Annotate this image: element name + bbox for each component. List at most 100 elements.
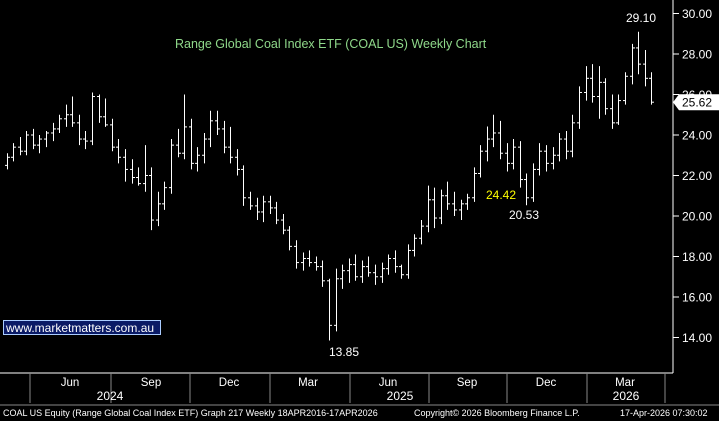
- ohlc-bar: [51, 122, 56, 142]
- ohlc-bar: [70, 96, 75, 127]
- ohlc-bar: [616, 94, 621, 125]
- y-tick-label: 24.00: [682, 129, 712, 143]
- x-tick-label: Mar: [615, 377, 635, 389]
- ohlc-bar: [116, 139, 121, 164]
- ohlc-bar: [426, 185, 431, 233]
- ohlc-bar: [432, 187, 437, 229]
- price-annotation: 13.85: [329, 345, 359, 359]
- ohlc-bar: [241, 165, 246, 206]
- ohlc-bar: [77, 114, 82, 146]
- ohlc-bar: [340, 264, 345, 289]
- ohlc-bar: [334, 268, 339, 332]
- ohlc-bar: [439, 189, 444, 225]
- footer-left: COAL US Equity (Range Global Coal Index …: [3, 408, 378, 418]
- ohlc-bar: [360, 260, 365, 283]
- ohlc-bar: [5, 153, 10, 170]
- ohlc-bar: [353, 254, 358, 281]
- ohlc-bar: [505, 143, 510, 172]
- ohlc-bar: [215, 110, 220, 135]
- ohlc-bar: [630, 43, 635, 85]
- ohlc-bar: [518, 141, 523, 188]
- ohlc-bar: [110, 118, 115, 152]
- ohlc-bar: [320, 260, 325, 287]
- ohlc-bar: [143, 145, 148, 192]
- ohlc-bar: [176, 128, 181, 158]
- ohlc-bar: [222, 120, 227, 154]
- ohlc-bar: [399, 264, 404, 279]
- ohlc-bar: [459, 199, 464, 221]
- x-tick-label: Dec: [536, 377, 557, 389]
- ohlc-bar: [544, 145, 549, 172]
- ohlc-bar: [255, 197, 260, 221]
- ohlc-bar: [103, 98, 108, 127]
- ohlc-bar: [478, 145, 483, 178]
- price-annotation: 20.53: [509, 208, 539, 222]
- y-tick-label: 16.00: [682, 291, 712, 305]
- ohlc-bar: [498, 120, 503, 160]
- ohlc-bar: [195, 147, 200, 172]
- ohlc-bar: [393, 250, 398, 273]
- ohlc-bar: [610, 94, 615, 129]
- ohlc-bar: [169, 139, 174, 194]
- ohlc-bar: [347, 258, 352, 283]
- ohlc-bar: [97, 94, 102, 123]
- ohlc-bar: [64, 104, 69, 127]
- ohlc-bar: [491, 114, 496, 148]
- x-ticks: Jun Sep Dec Mar Jun Sep Dec Mar 2024 2025 2026: [29, 373, 666, 403]
- ohlc-bar: [189, 118, 194, 170]
- annotations: 25.62 29.10 24.42 20.53 13.85: [329, 11, 719, 359]
- ohlc-bar: [228, 126, 233, 164]
- ohlc-bar: [301, 252, 306, 271]
- ohlc-bar: [465, 193, 470, 210]
- last-price-label: 25.62: [682, 96, 712, 110]
- x-tick-label: Jun: [61, 377, 80, 389]
- ohlc-bar: [294, 240, 299, 269]
- chart-title: Range Global Coal Index ETF (COAL US) We…: [175, 37, 487, 51]
- y-tick-label: 20.00: [682, 210, 712, 224]
- ohlc-bar: [287, 226, 292, 251]
- y-tick-label: 18.00: [682, 250, 712, 264]
- ohlc-bar: [24, 130, 29, 156]
- ohlc-bar: [406, 244, 411, 279]
- ohlc-bar: [130, 159, 135, 184]
- ohlc-bar: [564, 130, 569, 160]
- last-price-badge: [673, 94, 719, 111]
- y-tick-label: 14.00: [682, 331, 712, 345]
- ohlc-bar: [44, 130, 49, 148]
- y-tick-label: 22.00: [682, 169, 712, 183]
- x-tick-label: Jun: [379, 377, 398, 389]
- ohlc-bar: [472, 167, 477, 202]
- ohlc-bar: [485, 126, 490, 162]
- x-tick-label: Sep: [457, 377, 477, 389]
- ohlc-bar: [557, 132, 562, 162]
- ohlc-bar: [419, 220, 424, 245]
- ohlc-bar: [162, 181, 167, 210]
- watermark-link[interactable]: www.marketmatters.com.au: [3, 320, 161, 335]
- price-annotation: 29.10: [626, 11, 656, 25]
- ohlc-bar: [274, 201, 279, 225]
- ohlc-bar: [281, 213, 286, 235]
- ohlc-bar: [445, 181, 450, 210]
- ohlc-bar: [83, 130, 88, 150]
- ohlc-bar: [18, 137, 23, 156]
- ohlc-bar: [235, 149, 240, 176]
- ohlc-bar: [314, 256, 319, 271]
- y-ticks: 14.0016.0018.0020.0022.0024.0026.0028.00…: [673, 7, 712, 345]
- ohlc-bar: [11, 143, 16, 162]
- ohlc-bar: [643, 49, 648, 87]
- axes: [0, 0, 719, 406]
- ohlc-bar: [511, 139, 516, 170]
- ohlc-bar: [123, 149, 128, 182]
- ohlc-bar: [373, 264, 378, 285]
- x-tick-label: Dec: [219, 377, 240, 389]
- ohlc-bar: [590, 64, 595, 103]
- ohlc-bar: [202, 132, 207, 164]
- ohlc-bar: [57, 114, 62, 133]
- ohlc-bar: [649, 72, 654, 105]
- ohlc-bar: [551, 147, 556, 170]
- ohlc-bar: [366, 256, 371, 277]
- ohlc-bar: [37, 135, 42, 154]
- ohlc-bar: [603, 78, 608, 115]
- ohlc-bar: [412, 234, 417, 257]
